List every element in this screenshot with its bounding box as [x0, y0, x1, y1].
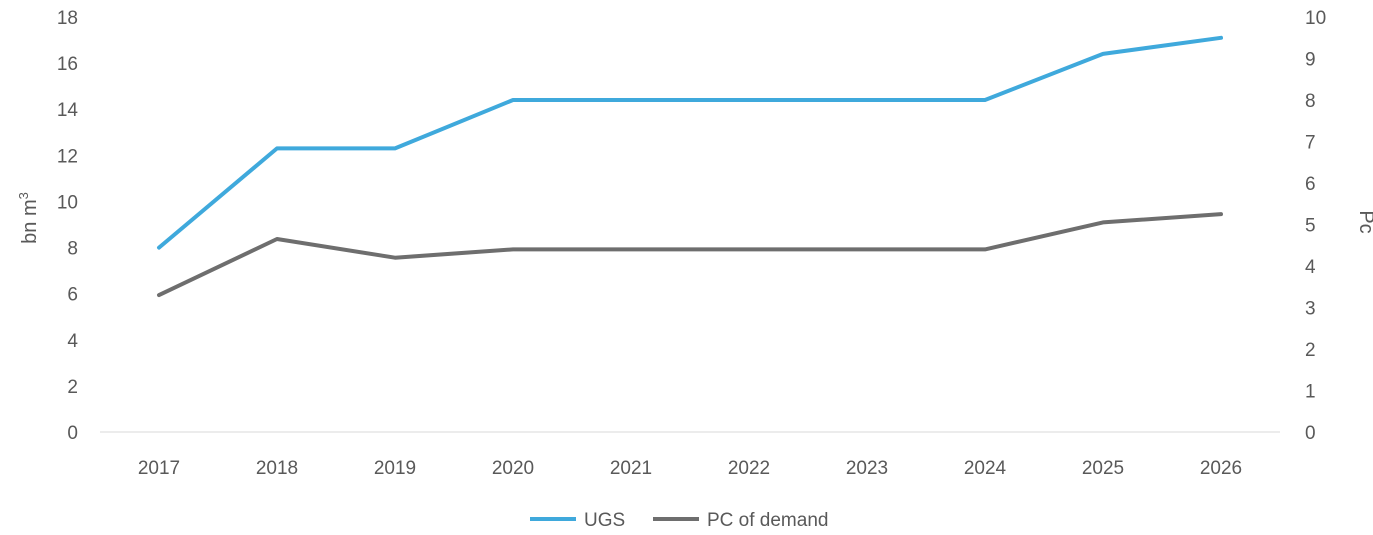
x-tick-label: 2018 [256, 458, 298, 479]
y-tick-label: 6 [67, 285, 78, 306]
right-axis-ticks: 0 1 2 3 4 5 6 7 8 9 10 [1305, 8, 1326, 444]
series-lines [157, 35, 1223, 298]
y-tick-label: 10 [57, 192, 78, 213]
y2-tick-label: 4 [1305, 257, 1316, 278]
y2-tick-label: 6 [1305, 174, 1316, 195]
y2-tick-label: 3 [1305, 299, 1316, 320]
y-tick-label: 16 [57, 54, 78, 75]
y2-axis-title: Pc [1355, 210, 1373, 233]
y2-tick-label: 5 [1305, 216, 1316, 237]
y-tick-label: 4 [67, 331, 78, 352]
x-tick-label: 2024 [964, 458, 1007, 479]
x-tick-label: 2025 [1082, 458, 1124, 479]
x-tick-label: 2026 [1200, 458, 1242, 479]
y2-tick-label: 8 [1305, 91, 1316, 112]
y-tick-label: 12 [57, 146, 78, 167]
y-tick-label: 14 [57, 100, 79, 121]
y2-tick-label: 9 [1305, 50, 1316, 71]
y2-tick-label: 1 [1305, 382, 1316, 403]
x-tick-label: 2019 [374, 458, 416, 479]
y2-tick-label: 7 [1305, 133, 1316, 154]
legend-label: PC of demand [707, 510, 828, 531]
y2-tick-label: 10 [1305, 8, 1326, 29]
y2-tick-label: 0 [1305, 423, 1316, 444]
x-tick-label: 2023 [846, 458, 888, 479]
x-tick-label: 2020 [492, 458, 534, 479]
series-line-ugs [157, 35, 1223, 250]
y-tick-label: 18 [57, 8, 78, 29]
x-tick-label: 2021 [610, 458, 652, 479]
legend-label: UGS [584, 510, 625, 531]
y-tick-label: 8 [67, 239, 78, 260]
y2-tick-label: 2 [1305, 340, 1316, 361]
left-axis-ticks: 0 2 4 6 8 10 12 14 16 18 [57, 8, 79, 444]
x-tick-label: 2017 [138, 458, 180, 479]
x-tick-label: 2022 [728, 458, 770, 479]
x-axis-ticks: 2017 2018 2019 2020 2021 2022 2023 2024 2025 2026 [138, 458, 1242, 479]
y-tick-label: 2 [67, 377, 78, 398]
series-line-pc-of-demand [157, 212, 1223, 298]
legend: UGS PC of demand [530, 510, 828, 531]
y-tick-label: 0 [67, 423, 78, 444]
y-axis-title: bn m3 [16, 192, 41, 244]
